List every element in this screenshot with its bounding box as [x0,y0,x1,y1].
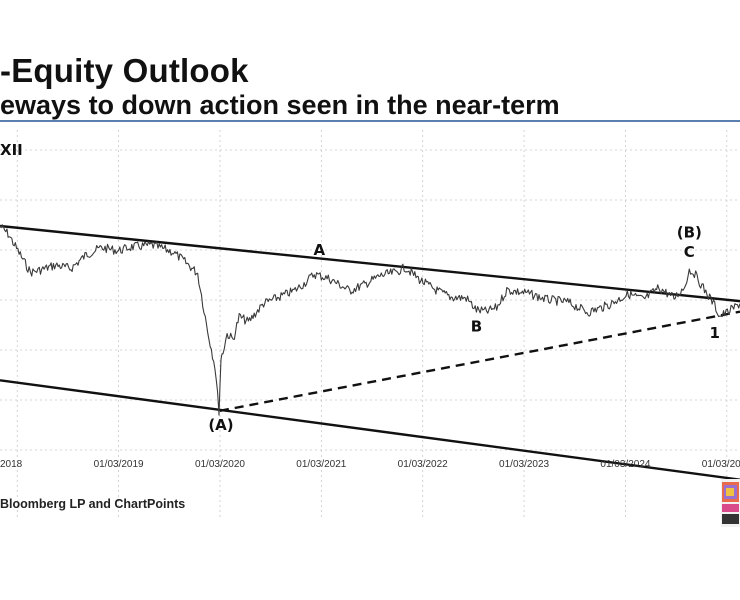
chart-subtitle: eways to down action seen in the near-te… [0,90,560,120]
wave-label-5: 1 [709,324,719,342]
wave-label-3: (B) [677,223,702,241]
x-axis-ticks: 2018 01/03/2019 01/03/2020 01/03/2021 01/03/… [0,459,740,470]
x-tick-label-4: 01/03/2022 [398,459,448,470]
wave-label-4: C [684,243,695,261]
x-tick-label-6: 01/03/2024 [600,459,650,470]
price-series [0,224,740,416]
x-tick-label-3: 01/03/2021 [296,459,346,470]
series-tag: XII [0,141,23,159]
wave-label-0: A [314,241,326,259]
x-tick-label-7: 01/03/2025 [702,459,740,470]
wave-label-1: B [471,318,482,336]
chart-title: -Equity Outlook [0,52,249,89]
x-tick-label-1: 01/03/2019 [94,459,144,470]
source-caption: Bloomberg LP and ChartPoints [0,497,186,511]
title-underline [0,120,740,122]
trendlines [0,224,740,481]
x-tick-label-5: 01/03/2023 [499,459,549,470]
wave-labels: A B (A) (B) C 1 [208,223,720,434]
chart-grid [0,130,740,520]
x-tick-label-2: 01/03/2020 [195,459,245,470]
trendline-solid-0 [0,224,740,303]
chartpoints-logo-icon [721,479,740,527]
wave-label-2: (A) [208,416,233,434]
trendline-dashed-2 [219,310,740,412]
price-line [0,224,740,416]
x-tick-label-0: 2018 [0,459,23,470]
trendline-solid-1 [0,379,740,481]
